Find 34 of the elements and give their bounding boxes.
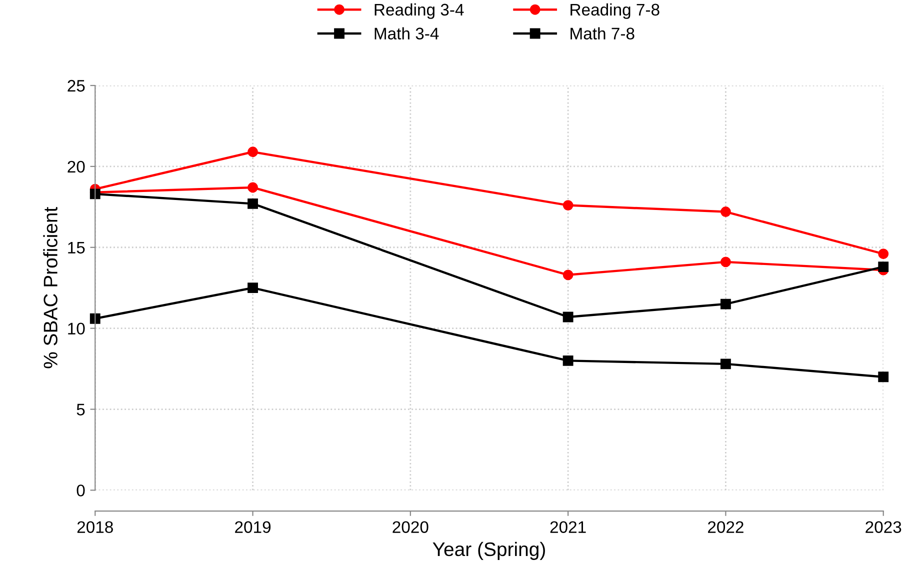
y-tick-label: 0 [76, 484, 85, 496]
point [720, 358, 731, 370]
x-tick-label: 2023 [866, 521, 902, 533]
y-tick-label: 25 [68, 80, 85, 92]
point [562, 200, 574, 211]
point [248, 198, 258, 209]
point [248, 282, 258, 294]
legend-label: Math 3-4 [374, 27, 439, 40]
point [562, 355, 574, 366]
point [720, 206, 731, 217]
y-tick-label: 10 [68, 322, 85, 335]
point [878, 262, 889, 272]
point [248, 146, 258, 158]
x-tick-label: 2022 [708, 521, 744, 533]
y-tick-label: 20 [68, 160, 85, 173]
x-axis-title: Year (Spring) [432, 542, 545, 560]
legend-label: Math 7-8 [570, 27, 634, 40]
point [878, 248, 889, 260]
x-tick-label: 2019 [235, 521, 271, 533]
x-tick-label: 2020 [392, 521, 428, 533]
point [720, 256, 731, 268]
legend-label: Reading 3-4 [374, 3, 464, 19]
point [248, 182, 258, 193]
x-tick-label: 2021 [550, 521, 586, 533]
point [720, 298, 731, 310]
y-tick-label: 5 [76, 404, 85, 416]
y-tick-label: 15 [68, 242, 85, 254]
legend-label: Reading 7-8 [570, 3, 660, 19]
point [562, 312, 574, 322]
point [90, 313, 100, 324]
x-tick-label: 2018 [77, 521, 113, 533]
point [878, 372, 889, 382]
point [562, 270, 574, 280]
y-axis-title: % SBAC Proficient [43, 206, 58, 368]
